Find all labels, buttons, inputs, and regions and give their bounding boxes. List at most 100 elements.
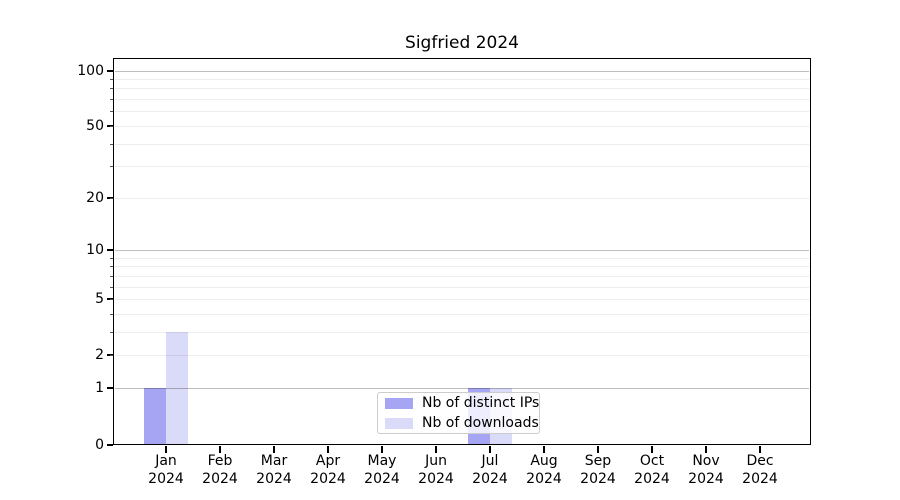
x-axis-tick-label: Sep 2024 [568,452,628,488]
x-label-year: 2024 [202,471,238,487]
bar-downloads [166,332,188,445]
gridline-minor [115,166,809,167]
x-tick-mark [705,446,707,453]
x-axis-tick-label: Oct 2024 [622,452,682,488]
gridline-major [115,250,809,251]
x-label-year: 2024 [634,471,670,487]
x-label-month: Nov [692,453,720,469]
x-tick-mark [759,446,761,453]
x-axis-tick-label: Jan 2024 [136,452,196,488]
y-minor-tick-mark [110,144,113,145]
x-tick-mark [219,446,221,453]
y-axis-tick-label: 2 [95,347,104,364]
plot-area [113,58,811,445]
gridline-minor [115,276,809,277]
x-axis-tick-label: Aug 2024 [514,452,574,488]
x-label-year: 2024 [256,471,292,487]
legend-swatch [385,397,413,409]
x-label-month: Jun [425,453,447,469]
legend-item: Nb of downloads [385,414,539,432]
x-label-year: 2024 [742,471,778,487]
y-minor-tick-mark [110,88,113,89]
y-minor-tick-mark [110,299,113,300]
gridline-minor [115,126,809,127]
x-tick-mark [381,446,383,453]
x-label-month: Sep [584,453,612,469]
x-tick-mark [273,446,275,453]
y-tick-mark [107,249,113,252]
y-tick-mark [107,196,113,199]
gridline-minor [115,314,809,315]
x-label-month: Dec [746,453,774,469]
gridline-minor [115,266,809,267]
gridline-minor [115,258,809,259]
x-axis-tick-label: Jul 2024 [460,452,520,488]
y-axis-tick-label: 5 [95,291,104,308]
y-minor-tick-mark [110,332,113,333]
y-minor-tick-mark [110,111,113,112]
legend-label: Nb of distinct IPs [422,395,540,411]
x-tick-mark [165,446,167,453]
y-minor-tick-mark [110,287,113,288]
gridline-minor [115,332,809,333]
legend-swatch [385,417,413,429]
gridline-minor [115,299,809,300]
x-label-year: 2024 [148,471,184,487]
y-tick-mark [107,443,113,446]
x-tick-mark [543,446,545,453]
x-label-month: Jul [481,453,499,469]
legend: Nb of distinct IPs Nb of downloads [377,392,540,434]
legend-item: Nb of distinct IPs [385,394,539,412]
x-axis-tick-label: Apr 2024 [298,452,358,488]
y-tick-mark [107,387,113,390]
x-tick-mark [489,446,491,453]
x-axis-tick-label: Jun 2024 [406,452,466,488]
y-minor-tick-mark [110,166,113,167]
x-tick-mark [597,446,599,453]
y-axis-tick-label: 1 [95,380,104,397]
y-axis-tick-label: 20 [86,189,104,206]
y-tick-mark [107,124,113,127]
legend-label: Nb of downloads [422,415,539,431]
bar-distinct-ips [144,388,166,445]
x-axis-tick-label: Feb 2024 [190,452,250,488]
y-axis-tick-label: 50 [86,117,104,134]
gridline-minor [115,111,809,112]
x-label-year: 2024 [526,471,562,487]
x-label-year: 2024 [580,471,616,487]
x-label-month: Aug [530,453,558,469]
gridline-minor [115,287,809,288]
x-axis-tick-label: Dec 2024 [730,452,790,488]
y-tick-mark [107,69,113,72]
y-minor-tick-mark [110,276,113,277]
x-tick-mark [651,446,653,453]
y-axis-tick-label: 10 [86,242,104,259]
gridline-minor [115,79,809,80]
x-label-month: Feb [207,453,233,469]
x-label-month: May [367,453,397,469]
y-minor-tick-mark [110,198,113,199]
x-label-month: Oct [639,453,665,469]
gridline-minor [115,144,809,145]
y-minor-tick-mark [110,126,113,127]
x-label-year: 2024 [418,471,454,487]
x-label-year: 2024 [688,471,724,487]
x-axis-tick-label: Mar 2024 [244,452,304,488]
x-tick-mark [435,446,437,453]
x-tick-mark [327,446,329,453]
y-minor-tick-mark [110,99,113,100]
y-minor-tick-mark [110,314,113,315]
y-minor-tick-mark [110,355,113,356]
y-axis-tick-label: 0 [95,436,104,453]
x-label-year: 2024 [364,471,400,487]
gridline-minor [115,198,809,199]
y-minor-tick-mark [110,79,113,80]
x-axis-tick-label: May 2024 [352,452,412,488]
chart-title: Sigfried 2024 [405,33,519,53]
x-label-year: 2024 [310,471,346,487]
x-label-month: Apr [315,453,341,469]
gridline-major [115,71,809,72]
gridline-major [115,388,809,389]
x-label-month: Mar [260,453,288,469]
